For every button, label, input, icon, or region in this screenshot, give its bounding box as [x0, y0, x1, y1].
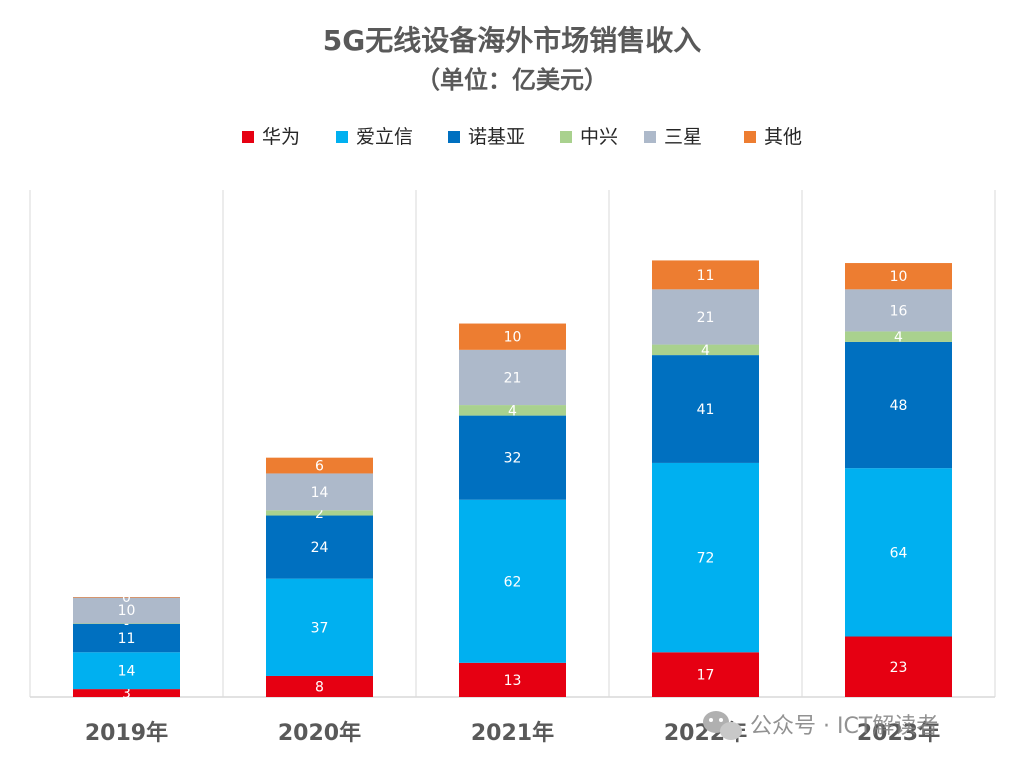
legend-label: 其他 [764, 126, 802, 148]
legend-swatch [644, 131, 656, 143]
bar-segment [845, 331, 952, 342]
data-label: 11 [118, 631, 136, 647]
data-label: 23 [890, 660, 908, 676]
data-label: 2 [315, 506, 324, 522]
bar-segment [652, 289, 759, 345]
legend-label: 三星 [664, 126, 702, 148]
data-label: 48 [890, 398, 908, 414]
chart-subtitle: （单位：亿美元） [416, 66, 608, 94]
legend-label: 诺基亚 [468, 126, 525, 148]
data-label: - [124, 616, 129, 632]
legend-item: 中兴 [560, 126, 618, 148]
x-tick-label: 2019年 [85, 720, 168, 746]
data-label: 10 [890, 269, 908, 285]
data-label: 17 [697, 668, 715, 684]
bar-segment [652, 652, 759, 697]
bar-segment [652, 260, 759, 290]
bar-segment [459, 662, 566, 697]
bar-segment [459, 415, 566, 500]
data-label: 21 [504, 370, 522, 386]
bar-segment [459, 349, 566, 406]
x-tick-label: 2020年 [278, 720, 361, 746]
legend-item: 爱立信 [336, 126, 413, 148]
data-label: 0 [122, 590, 131, 606]
data-label: 4 [894, 330, 903, 346]
chart-title: 5G无线设备海外市场销售收入 [323, 24, 701, 57]
legend-item: 诺基亚 [448, 126, 525, 148]
data-label: 13 [504, 673, 522, 689]
legend-label: 中兴 [580, 126, 618, 148]
legend-swatch [744, 131, 756, 143]
x-tick-label: 2021年 [471, 720, 554, 746]
bar-segment [266, 578, 373, 676]
data-label: 14 [118, 664, 136, 680]
data-label: 32 [504, 451, 522, 467]
data-label: 62 [504, 574, 522, 590]
data-label: 4 [508, 403, 517, 419]
bar-segment [459, 499, 566, 663]
bar-segment [73, 597, 180, 624]
bar-segment [845, 468, 952, 637]
legend-swatch [336, 131, 348, 143]
bar-segment [266, 510, 373, 516]
bar-segment [73, 623, 180, 624]
bar-segment [73, 597, 180, 598]
legend-label: 华为 [262, 126, 300, 148]
data-label: 8 [315, 679, 324, 695]
legend-item: 其他 [744, 126, 802, 148]
legend-swatch [242, 131, 254, 143]
data-label: 21 [697, 310, 715, 326]
plot-area: 31411-1008372421461362324211017724142111… [29, 190, 996, 702]
bar-segment [459, 405, 566, 416]
wechat-icon [703, 711, 742, 740]
legend-swatch [448, 131, 460, 143]
bar-segment [266, 457, 373, 474]
bar-segment [845, 341, 952, 469]
data-label: 41 [697, 402, 715, 418]
data-label: 24 [311, 540, 329, 556]
x-axis: 2019年 2020年 2021年 2022年 2023年 [85, 720, 940, 746]
bar-segment [652, 462, 759, 653]
bar-segment [459, 323, 566, 350]
data-label: 11 [697, 268, 715, 284]
legend-label: 爱立信 [356, 126, 413, 148]
bar-segment [845, 289, 952, 332]
bar-segment [652, 355, 759, 463]
data-label: 10 [504, 330, 522, 346]
data-label: 72 [697, 551, 715, 567]
legend-item: 华为 [242, 126, 300, 148]
data-label: 64 [890, 545, 908, 561]
data-label: 10 [118, 603, 136, 619]
data-label: 14 [311, 485, 329, 501]
bar-segment [73, 689, 180, 697]
bar-segment [845, 263, 952, 290]
bar-segment [73, 652, 180, 690]
data-label: 6 [315, 459, 324, 475]
bar-segment [266, 675, 373, 697]
watermark: 公众号 · ICT解读者 [703, 711, 938, 740]
bar-segment [652, 344, 759, 356]
bar-segment [266, 473, 373, 511]
data-label: 16 [890, 303, 908, 319]
legend: 华为 爱立信 诺基亚 中兴 三星 其他 [242, 126, 802, 148]
data-label: 4 [701, 343, 710, 359]
x-tick-label: 2023年 [857, 720, 940, 746]
data-label: 3 [122, 686, 131, 702]
legend-item: 三星 [644, 126, 702, 148]
legend-swatch [560, 131, 572, 143]
bar-segment [266, 515, 373, 579]
data-label: 37 [311, 620, 329, 636]
bar-segment [73, 623, 180, 653]
bar-segment [845, 636, 952, 697]
watermark-text: 公众号 · ICT解读者 [750, 714, 938, 739]
